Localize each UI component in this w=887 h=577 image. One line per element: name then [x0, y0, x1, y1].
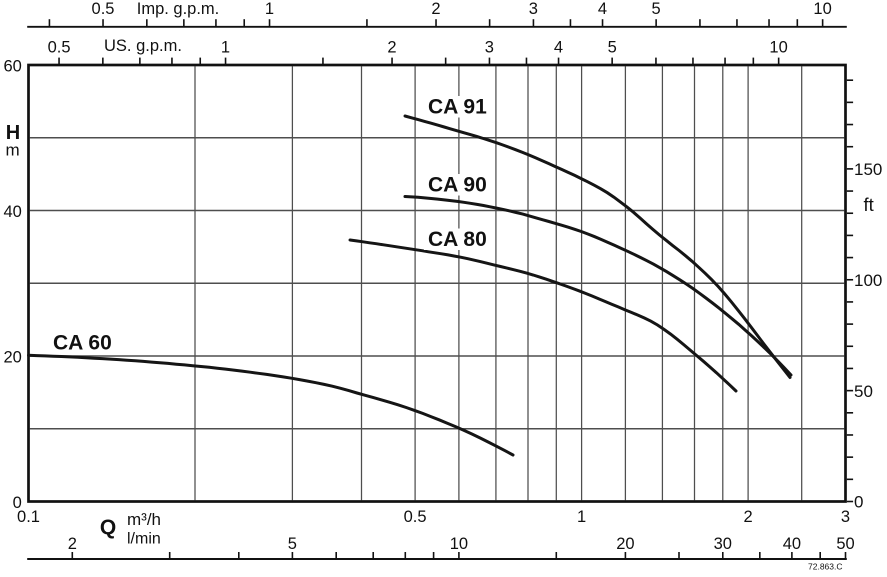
svg-text:40: 40 [3, 203, 21, 221]
svg-text:1: 1 [221, 39, 230, 57]
svg-text:2: 2 [68, 535, 77, 553]
svg-text:2: 2 [387, 39, 396, 57]
svg-text:m³/h: m³/h [127, 510, 161, 529]
svg-text:Q: Q [100, 516, 116, 539]
svg-text:US. g.p.m.: US. g.p.m. [104, 37, 182, 55]
svg-text:100: 100 [854, 271, 882, 290]
svg-text:2: 2 [744, 508, 753, 526]
svg-text:0.5: 0.5 [92, 0, 115, 18]
svg-text:3: 3 [485, 39, 494, 57]
svg-text:10: 10 [769, 39, 787, 57]
svg-text:1: 1 [265, 0, 274, 18]
svg-text:CA 60: CA 60 [53, 332, 112, 355]
svg-text:CA 80: CA 80 [428, 228, 487, 251]
svg-text:5: 5 [652, 0, 661, 18]
svg-text:1: 1 [577, 508, 586, 526]
svg-text:0.5: 0.5 [404, 508, 427, 526]
svg-text:50: 50 [854, 382, 873, 401]
svg-text:72.863.C: 72.863.C [808, 562, 843, 572]
svg-text:30: 30 [714, 535, 732, 553]
svg-text:0: 0 [854, 493, 863, 512]
svg-text:0: 0 [13, 494, 22, 512]
svg-text:40: 40 [783, 535, 801, 553]
svg-text:H: H [6, 122, 20, 144]
svg-text:0.5: 0.5 [48, 39, 71, 57]
svg-text:3: 3 [841, 508, 850, 526]
svg-text:ft: ft [864, 194, 874, 215]
svg-text:m: m [6, 141, 20, 160]
svg-text:Imp. g.p.m.: Imp. g.p.m. [137, 0, 220, 18]
svg-text:10: 10 [450, 535, 468, 553]
svg-text:5: 5 [288, 535, 297, 553]
svg-text:5: 5 [608, 39, 617, 57]
svg-text:150: 150 [854, 160, 882, 179]
svg-text:4: 4 [554, 39, 563, 57]
svg-text:20: 20 [616, 535, 634, 553]
svg-text:50: 50 [836, 535, 854, 553]
svg-text:60: 60 [3, 57, 21, 75]
svg-text:0.1: 0.1 [17, 508, 40, 526]
svg-text:3: 3 [529, 0, 538, 18]
svg-text:10: 10 [813, 0, 831, 18]
svg-text:4: 4 [598, 0, 607, 18]
svg-text:CA 90: CA 90 [428, 174, 487, 197]
svg-text:20: 20 [3, 348, 21, 366]
svg-text:l/min: l/min [127, 531, 161, 548]
svg-text:CA 91: CA 91 [428, 96, 487, 119]
svg-text:2: 2 [431, 0, 440, 18]
